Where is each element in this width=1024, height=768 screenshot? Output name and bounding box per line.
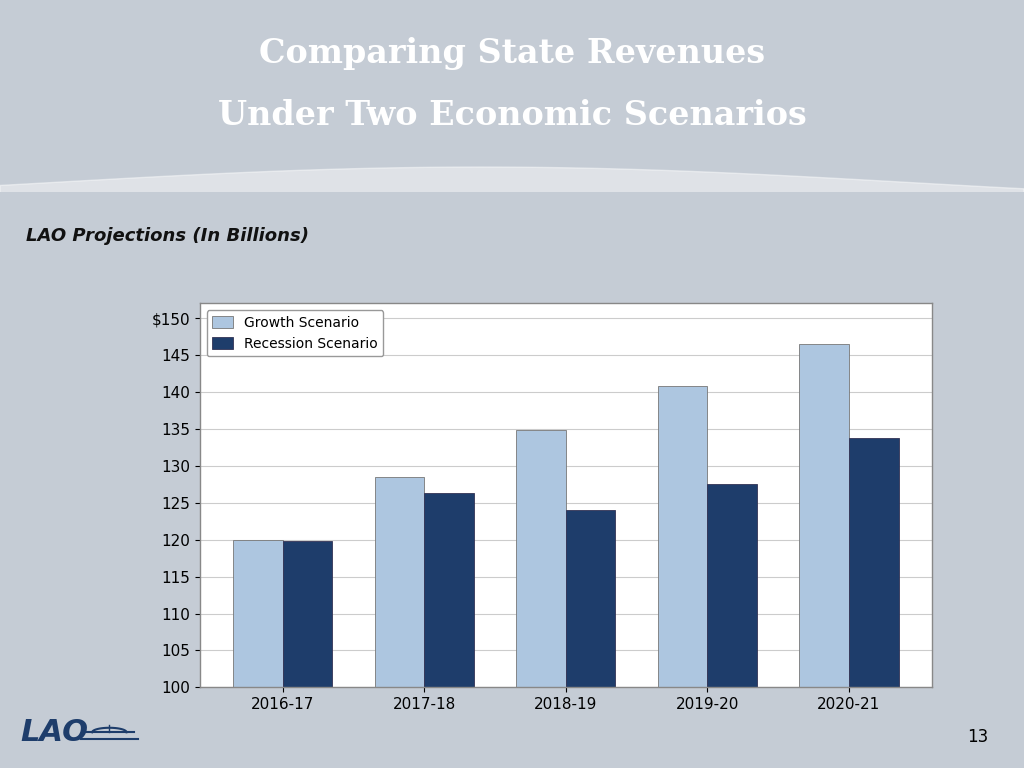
Bar: [424, 493, 474, 768]
Bar: [375, 477, 424, 768]
Text: LAO Projections (In Billions): LAO Projections (In Billions): [26, 227, 308, 244]
Text: Comparing State Revenues: Comparing State Revenues: [259, 38, 765, 70]
Bar: [516, 430, 565, 768]
Legend: Growth Scenario, Recession Scenario: Growth Scenario, Recession Scenario: [207, 310, 383, 356]
Bar: [849, 439, 898, 768]
Text: LAO: LAO: [20, 718, 88, 746]
Text: Under Two Economic Scenarios: Under Two Economic Scenarios: [218, 99, 806, 131]
Bar: [283, 541, 332, 768]
Bar: [800, 344, 849, 768]
Bar: [657, 386, 708, 768]
Bar: [708, 485, 757, 768]
Text: 13: 13: [967, 729, 988, 746]
Bar: [565, 510, 615, 768]
Bar: [232, 540, 283, 768]
